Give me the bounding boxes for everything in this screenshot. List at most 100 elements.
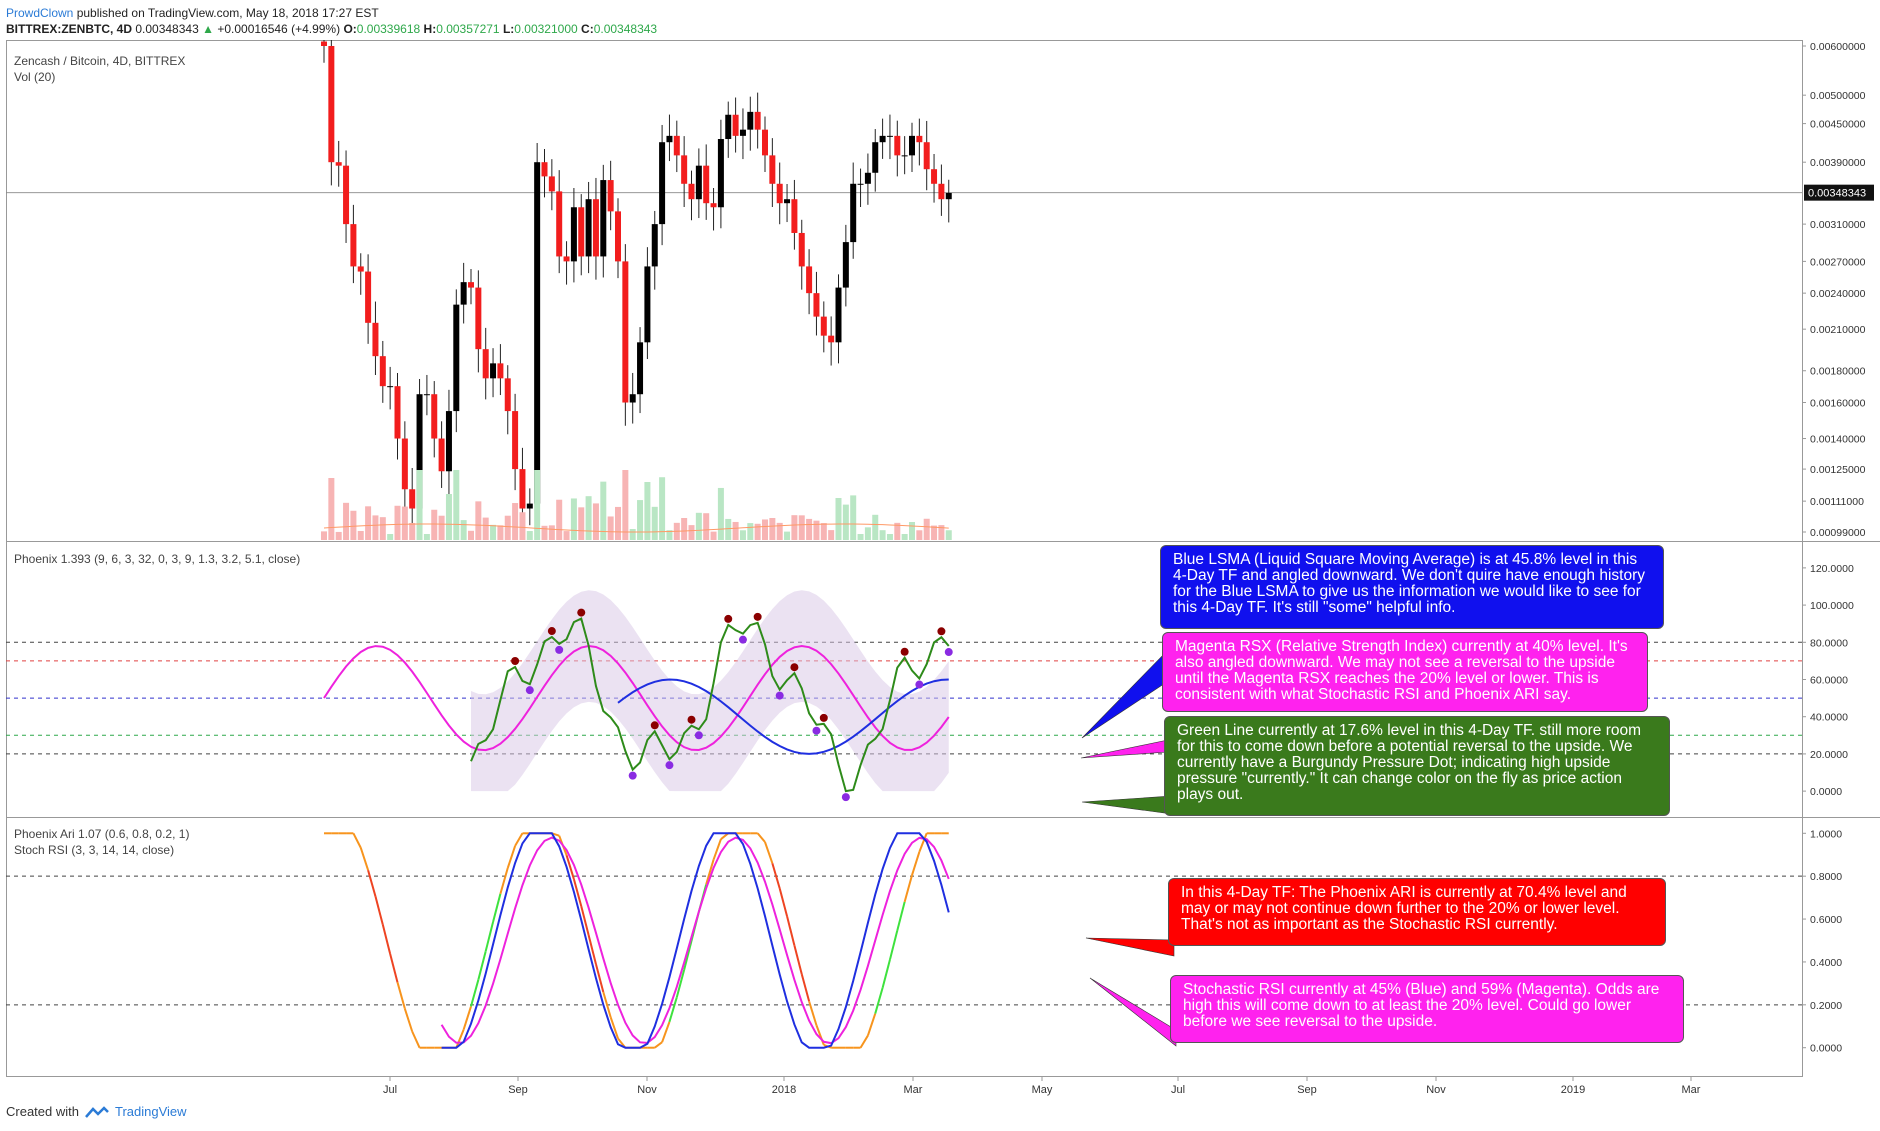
pressure-dot-purple [915,680,924,689]
volume-bar [615,506,621,540]
candle-body [578,207,585,257]
volume-bar [512,503,519,540]
volume-bar [931,525,938,540]
candle-body [762,129,768,156]
phoenix-ari-line [808,1000,818,1026]
volume-bar [468,530,474,540]
candle-body [592,199,599,257]
pressure-dot-burgundy [937,627,946,636]
phoenix-ari-line [572,878,583,907]
phoenix-ari-line [492,893,502,923]
y-tick-label: 80.0000 [1810,637,1848,649]
phoenix-ari-line [609,1016,619,1039]
volume-bar [916,530,923,540]
pressure-dot-burgundy [511,656,520,665]
phoenix-ari-line [881,959,891,989]
tradingview-brand[interactable]: TradingView [114,1104,187,1119]
pressure-dot-purple [812,726,821,735]
candle-body [335,162,342,166]
candle-body [497,363,504,379]
candle-body [615,211,621,262]
candle-body [490,363,497,379]
chart-svg[interactable]: 0.00600000 0.00500000 0.00450000 0.00390000… [6,37,1880,1096]
open-label: O: [343,22,357,36]
pressure-dot-burgundy [790,663,799,672]
y-tick-label: 0.00500000 [1810,90,1866,102]
volume-bar [534,470,541,540]
volume-bar [688,525,695,540]
volume-bar [357,530,364,540]
volume-bar [813,520,820,540]
candle-body [519,469,526,509]
volume-bar [894,522,901,540]
phoenix-ari-line [756,832,766,843]
x-tick-label: Jul [383,1084,397,1096]
candle-body [482,349,489,379]
phoenix-ari-line [903,874,913,903]
candle-body [901,155,908,157]
candle-body [629,394,636,403]
change-value: +0.00016546 (+4.99%) [217,22,341,36]
pressure-dot-purple [841,793,850,802]
volume-bar [637,500,644,540]
y-tick-label: 20.0000 [1810,749,1848,761]
phoenix-ari-line [764,841,774,864]
candle-body [945,192,952,200]
phoenix-ari-line [587,934,597,965]
volume-bar [335,531,342,540]
y-tick-label: 0.00099000 [1810,527,1866,539]
candle-body [644,266,651,343]
ari-panel-title: Phoenix Ari 1.07 (0.6, 0.8, 0.2, 1) [14,827,190,841]
pressure-dot-purple [738,635,747,644]
candle-body [401,438,408,490]
phoenix-ari-line [594,963,605,993]
y-tick-label: 0.6000 [1810,914,1842,926]
volume-bar [570,498,577,540]
y-tick-label: 60.0000 [1810,675,1848,687]
pressure-dot-burgundy [724,614,733,623]
candle-body [350,224,357,267]
volume-bar [747,523,754,540]
author-link[interactable]: ProwdClown [6,6,74,20]
pressure-dot-purple [775,691,784,700]
phoenix-ari-line [470,979,480,1007]
tradingview-logo-icon [85,1105,109,1118]
volume-bar [754,523,761,540]
ohlc-line: BITTREX:ZENBTC, 4D 0.00348343 ▲ +0.00016… [6,22,657,36]
candle-body [416,394,423,509]
stoch-rsi-k-line [441,832,950,1049]
pressure-dot-purple [628,771,637,780]
phoenix-ari-line [793,945,803,975]
volume-bar [578,507,585,540]
volume-bar [717,487,724,540]
candle-body [651,224,658,267]
volume-bar [607,516,614,540]
volume-bar [857,534,864,540]
candle-body [622,261,629,403]
x-tick-label: 2018 [772,1084,796,1096]
chart-area[interactable]: 0.00600000 0.00500000 0.00450000 0.00390000… [6,37,1880,1096]
volume-bar [343,502,350,540]
phoenix-ari-line [786,915,796,946]
phoenix-ari-line [484,921,495,952]
y-tick-label: 0.00240000 [1810,288,1866,300]
up-arrow-icon: ▲ [202,22,214,36]
last-price: 0.00348343 [135,22,199,36]
volume-bar [695,512,702,540]
pressure-dot-burgundy [753,612,762,621]
candle-body [864,172,871,184]
note-phoenix-ari: In this 4-Day TF: The Phoenix ARI is cur… [1168,878,1666,946]
volume-bar [365,506,372,540]
candle-body [739,129,746,136]
phoenix-ari-line [654,1041,663,1049]
y-tick-label: 0.00111000 [1810,496,1864,508]
note-green-line: Green Line currently at 17.6% level in t… [1164,716,1670,816]
y-tick-label: 0.4000 [1810,957,1842,969]
x-tick-label: Sep [1297,1084,1317,1096]
volume-bar [526,531,533,540]
volume-bar [497,525,504,540]
candle-body [710,203,717,208]
candle-body [541,162,548,177]
volume-bar [622,470,629,540]
phoenix-ari-line [661,1021,671,1043]
